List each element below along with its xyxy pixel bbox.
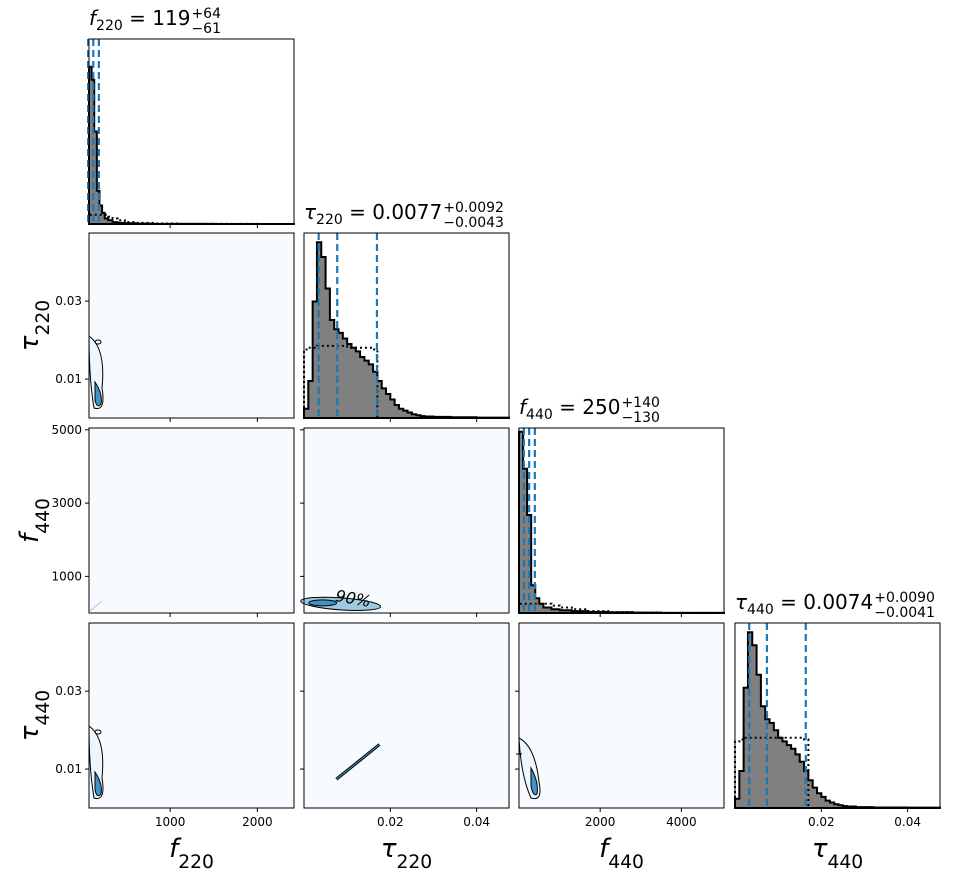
hist-frame — [734, 622, 941, 809]
x-tick-label: 0.04 — [463, 815, 490, 829]
x-axis-label-f220: f220 — [169, 834, 214, 873]
panel-title-tau220: τ220 = 0.0077 — [304, 200, 442, 228]
hist-bg — [519, 428, 724, 613]
hist-panel-tau440 — [734, 622, 941, 809]
contour-inner — [94, 380, 102, 407]
panel-title-minus: −0.0043 — [443, 215, 504, 231]
x-tick-label: 1000 — [155, 815, 186, 829]
density-bg — [89, 233, 294, 418]
y-axis-label-tau440: τ440 — [15, 690, 54, 741]
x-tick-label: 0.02 — [377, 815, 404, 829]
contour-diagonal-fill — [336, 744, 380, 780]
hist-panel-f440 — [518, 427, 725, 614]
y-tick-label: 5000 — [51, 423, 82, 437]
density-panel-tau440-vs-f440 — [516, 622, 725, 809]
x-axis-label-tau440: τ440 — [812, 834, 863, 873]
density-frame — [303, 427, 510, 614]
hist-panel-f220 — [87, 38, 295, 225]
y-tick-label: 0.03 — [55, 684, 82, 698]
panel-title-minus: −130 — [621, 410, 659, 426]
density-panel-tau440-vs-f220 — [88, 622, 295, 809]
y-axis-label-tau220: τ220 — [15, 300, 54, 351]
panel-title-plus: +64 — [191, 6, 221, 22]
y-tick-label: 1000 — [51, 569, 82, 583]
x-tick-label: 0.04 — [894, 815, 921, 829]
contour-island — [94, 339, 102, 345]
y-axis-label-f440: f440 — [15, 498, 54, 543]
panel-title-plus: +140 — [621, 395, 659, 411]
density-panel-tau220-vs-f220 — [88, 232, 295, 419]
density-frame — [88, 232, 295, 419]
panel-title-tau440: τ440 = 0.0074 — [735, 590, 873, 618]
density-frame — [303, 622, 510, 809]
hist-frame — [518, 427, 725, 614]
density-bg — [304, 428, 509, 613]
density-frame — [518, 622, 725, 809]
contour-inner — [308, 599, 338, 607]
x-tick-label: 4000 — [666, 815, 697, 829]
panel-title-plus: +0.0092 — [443, 200, 504, 216]
density-bg — [519, 623, 724, 808]
posterior-hist — [734, 631, 941, 809]
panel-title-plus: +0.0090 — [874, 590, 935, 606]
posterior-hist — [303, 241, 510, 419]
contour-inner — [530, 766, 538, 796]
contour-island — [94, 729, 102, 735]
y-tick-label: 0.01 — [55, 762, 82, 776]
x-tick-label: 0.02 — [808, 815, 835, 829]
density-frame — [88, 622, 295, 809]
density-bg — [89, 428, 294, 613]
density-bg — [304, 623, 509, 808]
x-tick-label: 2000 — [585, 815, 616, 829]
y-tick-label: 0.03 — [55, 294, 82, 308]
panel-title-f440: f440 = 250 — [519, 395, 620, 423]
hist-panel-tau220 — [303, 232, 510, 419]
panel-title-f220: f220 = 119 — [89, 6, 190, 34]
x-tick-label: 2000 — [242, 815, 273, 829]
y-tick-label: 0.01 — [55, 372, 82, 386]
contour-inner — [94, 770, 102, 797]
contour-trace — [89, 600, 103, 612]
density-panel-tau440-vs-tau220 — [303, 622, 510, 809]
hist-frame — [88, 38, 295, 225]
density-bg — [89, 623, 294, 808]
x-axis-label-tau220: τ220 — [381, 834, 432, 873]
hist-frame — [303, 232, 510, 419]
hist-bg — [89, 39, 294, 224]
x-axis-label-f440: f440 — [599, 834, 644, 873]
density-panel-f440-vs-f220 — [88, 427, 295, 614]
density-frame — [88, 427, 295, 614]
panel-title-minus: −61 — [191, 21, 221, 37]
density-panel-f440-vs-tau220: 90% — [300, 427, 510, 614]
y-tick-label: 3000 — [51, 496, 82, 510]
panel-title-minus: −0.0041 — [874, 605, 935, 621]
